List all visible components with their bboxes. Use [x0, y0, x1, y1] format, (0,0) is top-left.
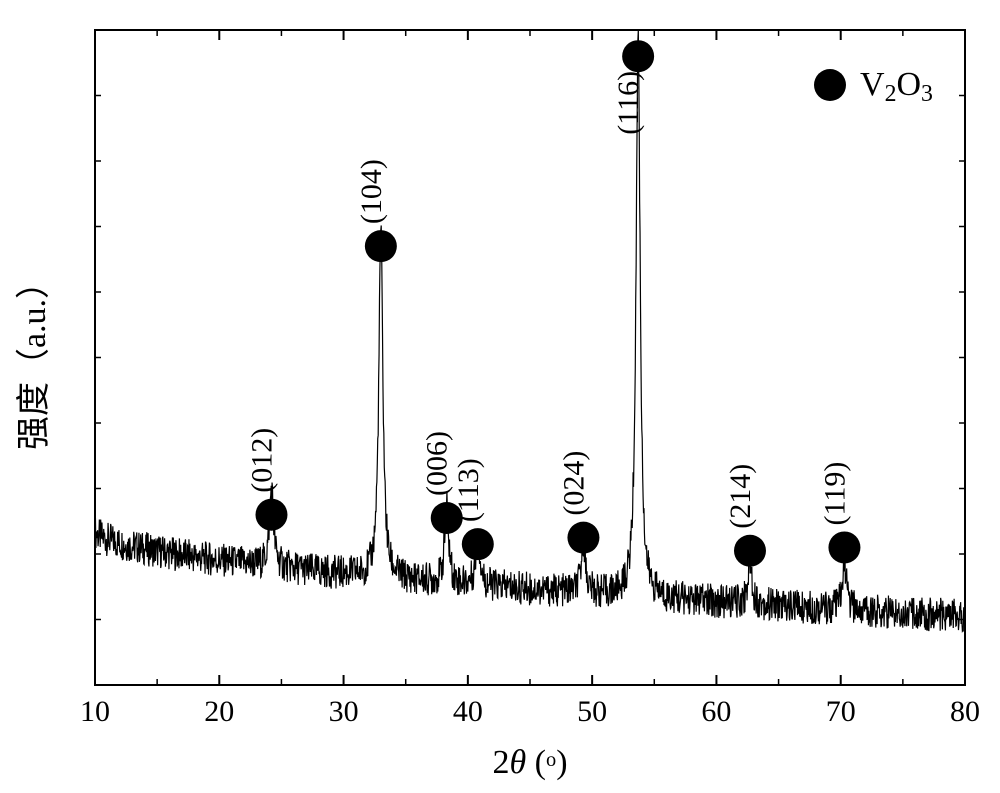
xtick-label: 60: [701, 695, 731, 728]
xtick-label: 80: [950, 695, 980, 728]
peak-marker: [255, 499, 287, 531]
chart-svg: 10 20 30 40 50 60 70 80 (012) (104) (006)(113) (024…: [0, 0, 1000, 793]
xtick-label: 20: [204, 695, 234, 728]
peak-marker: [567, 522, 599, 554]
peak-label: (116): [612, 71, 645, 135]
peak-marker: [734, 535, 766, 567]
peak-label: (113): [452, 458, 485, 522]
peak-marker: [828, 531, 860, 563]
peak-marker: [462, 528, 494, 560]
legend-text: V2O3: [860, 66, 933, 107]
xtick-label: 30: [329, 695, 359, 728]
xrd-chart: 10 20 30 40 50 60 70 80 (012) (104) (006)(113) (024…: [0, 0, 1000, 793]
peak-label: (012): [245, 428, 278, 493]
peak-marker: [622, 40, 654, 72]
x-axis-label: 2θ (o): [492, 744, 567, 781]
legend-marker: [814, 69, 846, 101]
peak-label: (214): [724, 464, 757, 529]
peak-label: (006): [421, 431, 454, 496]
y-axis-label: 强度（a.u.）: [15, 265, 53, 450]
xtick-label: 70: [826, 695, 856, 728]
peak-marker: [365, 230, 397, 262]
peak-label: (104): [355, 159, 388, 224]
xtick-label: 40: [453, 695, 483, 728]
peak-label: (119): [818, 462, 851, 526]
peak-label: (024): [557, 451, 590, 516]
xtick-label: 50: [577, 695, 607, 728]
xtick-label: 10: [80, 695, 110, 728]
